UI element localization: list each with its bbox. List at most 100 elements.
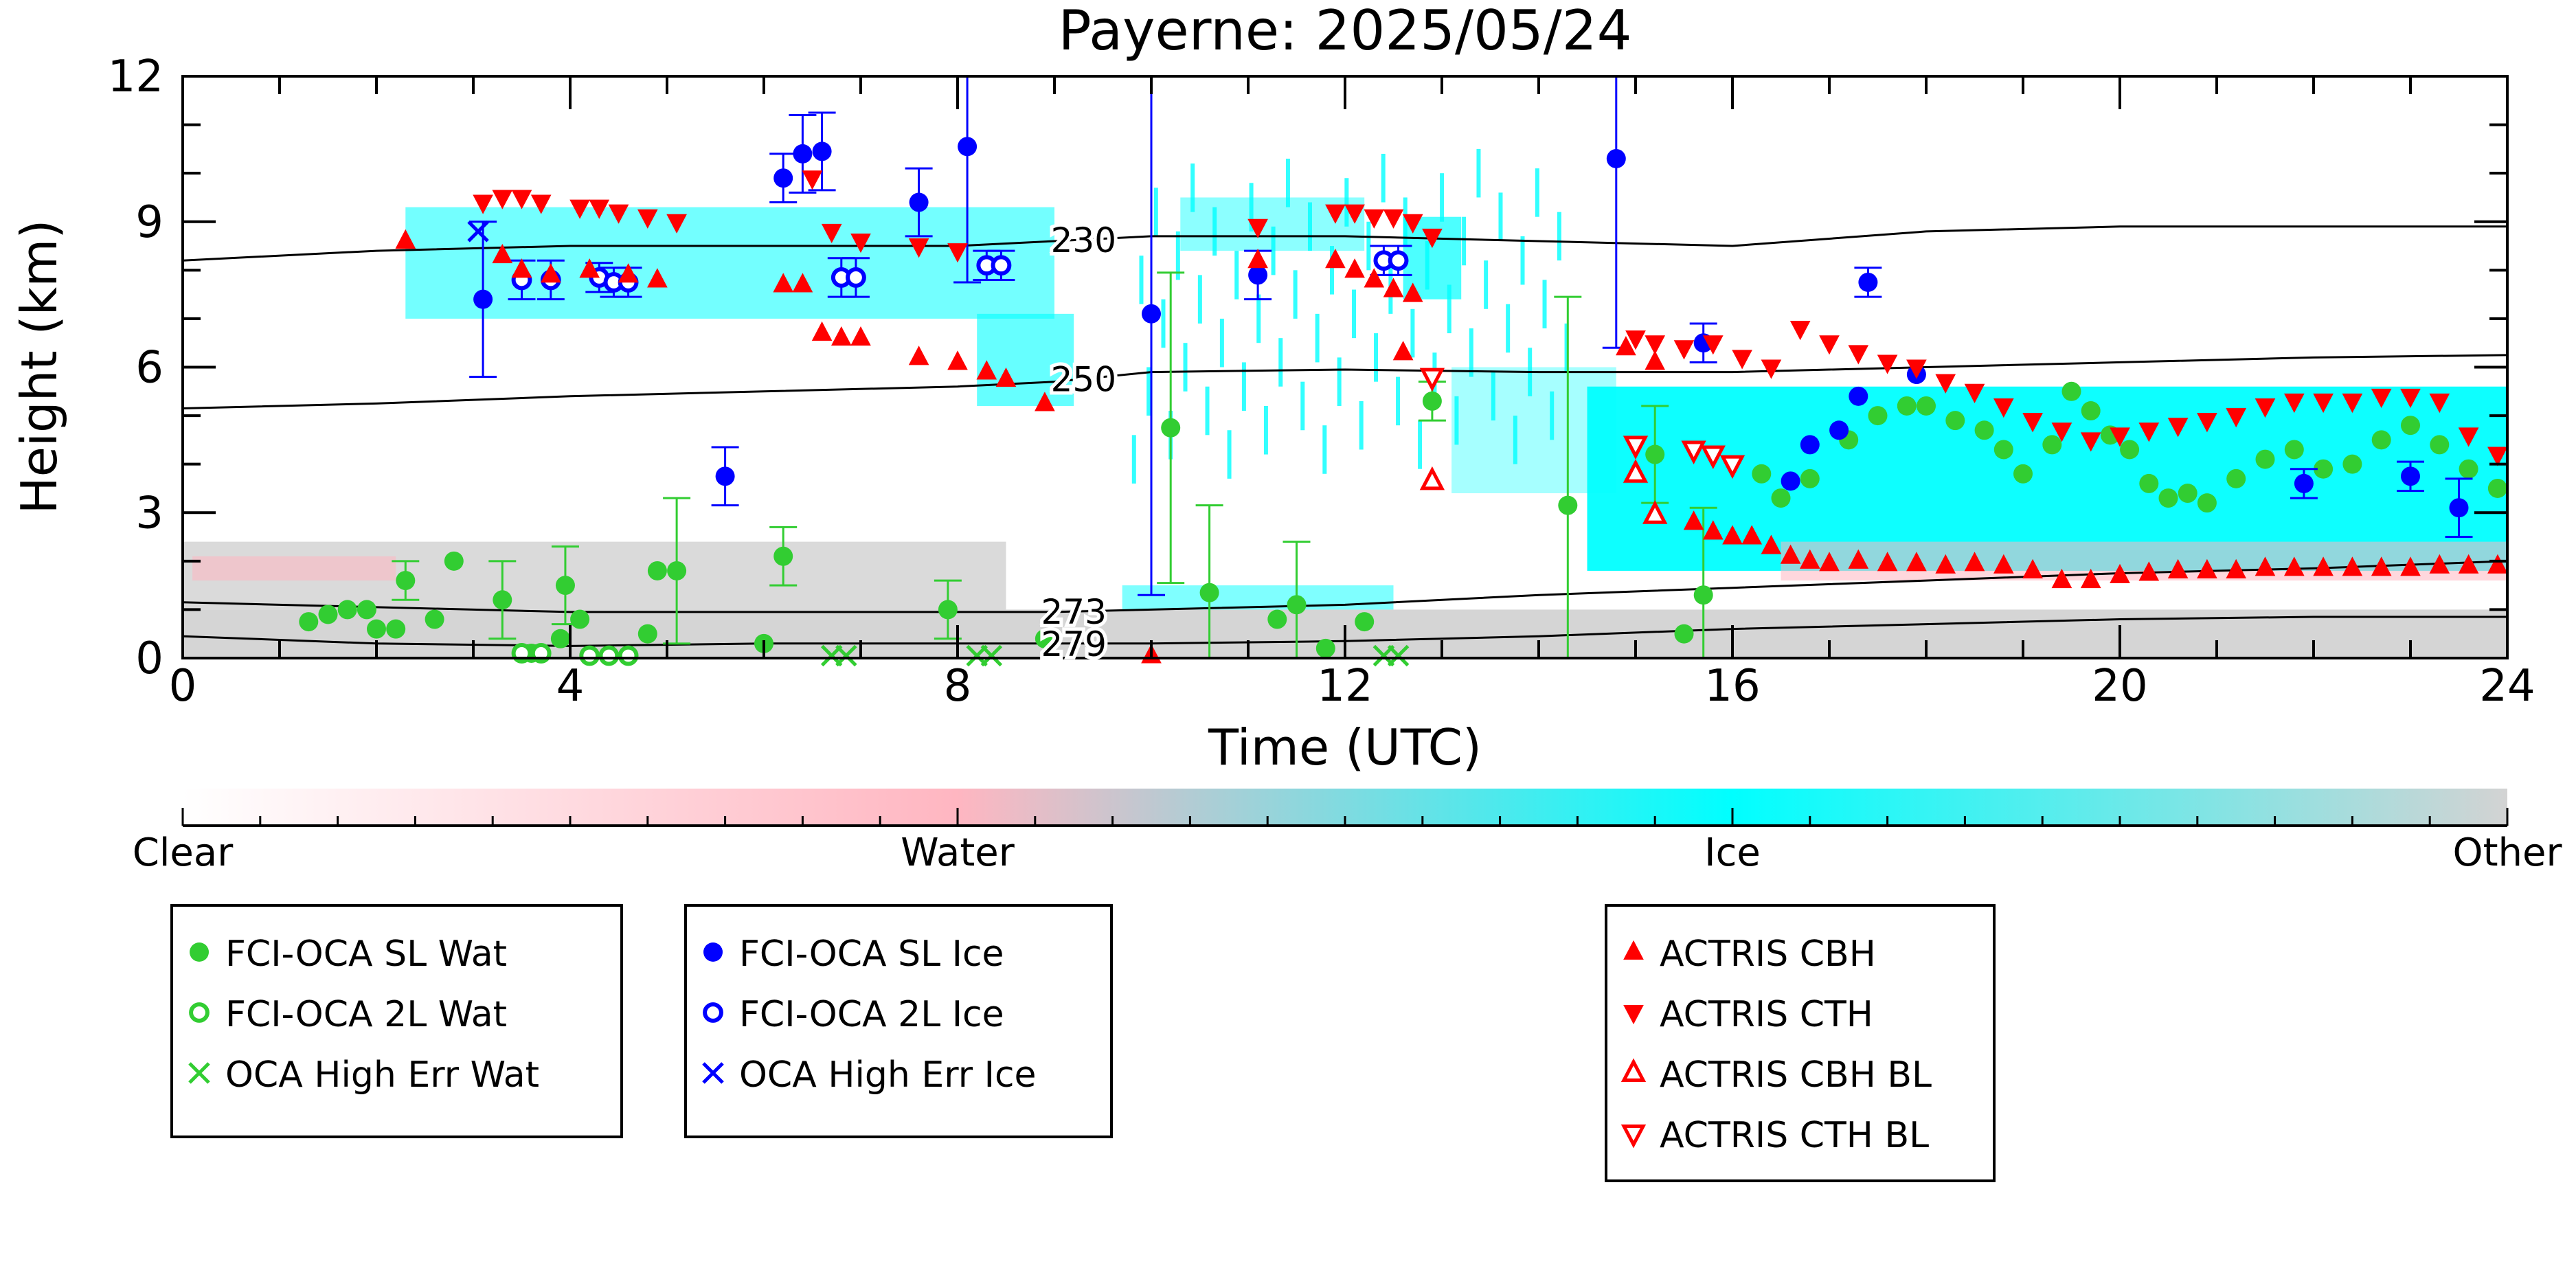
data-point bbox=[1325, 204, 1346, 224]
data-point bbox=[1935, 554, 1956, 574]
data-point bbox=[1819, 552, 1840, 572]
isotherm-label-279: 279 bbox=[1041, 624, 1106, 664]
data-point bbox=[2167, 558, 2189, 578]
data-point bbox=[947, 243, 968, 263]
data-point bbox=[2314, 459, 2334, 479]
series-fci-oca-2l-wat bbox=[511, 643, 639, 666]
cloud-field-streak bbox=[1366, 221, 1371, 271]
data-point bbox=[2283, 556, 2305, 576]
data-point bbox=[2226, 558, 2247, 578]
cloud-field-region bbox=[977, 313, 1074, 406]
data-point bbox=[2487, 554, 2508, 574]
data-point bbox=[958, 137, 978, 157]
data-point bbox=[467, 221, 489, 242]
data-point bbox=[1142, 304, 1161, 324]
y-tick-label: 12 bbox=[108, 52, 163, 102]
data-point bbox=[386, 619, 406, 639]
data-point bbox=[995, 367, 1017, 387]
cloud-field-streak bbox=[1205, 386, 1210, 436]
data-point bbox=[1741, 525, 1763, 545]
data-point bbox=[1761, 359, 1782, 379]
colorbar-label-other: Other bbox=[2452, 831, 2562, 875]
data-point bbox=[1247, 249, 1268, 269]
data-point bbox=[1897, 396, 1917, 416]
cloud-field-streak bbox=[1227, 430, 1232, 479]
data-point bbox=[846, 267, 866, 288]
data-point bbox=[1877, 354, 1898, 374]
y-tick-label: 0 bbox=[135, 633, 163, 684]
data-point bbox=[1315, 638, 1335, 658]
data-point bbox=[850, 326, 871, 346]
data-point bbox=[570, 609, 590, 629]
data-point bbox=[2226, 408, 2247, 428]
data-point bbox=[2138, 561, 2160, 581]
data-point bbox=[637, 624, 657, 644]
cloud-field-streak bbox=[1183, 343, 1188, 392]
data-point bbox=[1419, 368, 1445, 392]
cloud-field-streak bbox=[1161, 299, 1166, 348]
data-point bbox=[2313, 393, 2334, 414]
data-point bbox=[1364, 209, 1385, 229]
colorbar: Clear Water Ice Other bbox=[133, 789, 2562, 875]
data-point bbox=[1858, 272, 1878, 292]
y-tick-label: 3 bbox=[135, 488, 163, 539]
data-point bbox=[2430, 435, 2450, 455]
data-point bbox=[2294, 473, 2314, 493]
data-point bbox=[2487, 478, 2507, 498]
data-point bbox=[598, 645, 620, 666]
data-point bbox=[2081, 401, 2101, 421]
data-point bbox=[812, 142, 832, 161]
data-point bbox=[492, 243, 513, 264]
isotherm-line-250 bbox=[183, 354, 2507, 409]
legend-box-2: FCI-OCA SL Ice FCI-OCA 2L Ice OCA High Err… bbox=[684, 904, 1113, 1138]
cloud-field-streak bbox=[1322, 425, 1327, 474]
data-point bbox=[1780, 544, 1801, 564]
data-point bbox=[1625, 330, 1646, 350]
data-point bbox=[2080, 432, 2101, 452]
cloud-field-streak bbox=[1212, 207, 1217, 256]
data-point bbox=[1642, 500, 1668, 524]
data-point bbox=[2283, 393, 2305, 414]
isotherm-label-273: 273 bbox=[1041, 592, 1106, 632]
cloud-field-streak bbox=[1263, 405, 1268, 455]
data-point bbox=[2400, 556, 2421, 576]
data-point bbox=[850, 233, 871, 253]
data-point bbox=[1035, 629, 1054, 648]
data-point bbox=[2255, 398, 2276, 418]
data-point bbox=[2458, 427, 2479, 447]
data-point bbox=[647, 561, 667, 580]
data-point bbox=[2042, 435, 2062, 455]
data-point bbox=[2080, 568, 2101, 589]
cloud-field-streak bbox=[1476, 148, 1481, 198]
legend-marker-fci-oca-2l-wat bbox=[189, 1002, 210, 1023]
isotherm-line-230 bbox=[183, 225, 2507, 262]
data-point bbox=[991, 255, 1012, 276]
cloud-field-streak bbox=[1491, 372, 1495, 421]
data-point bbox=[2051, 568, 2072, 589]
legends: FCI-OCA SL Wat FCI-OCA 2L Wat OCA High Err… bbox=[170, 904, 1996, 1182]
cloud-field-streak bbox=[1520, 236, 1525, 285]
data-point bbox=[2458, 554, 2479, 574]
data-point bbox=[1935, 374, 1956, 394]
data-point bbox=[637, 209, 658, 229]
legend-marker-oca-high-err-wat bbox=[188, 1062, 210, 1084]
data-point bbox=[976, 360, 997, 380]
cloud-field-streak bbox=[1557, 212, 1561, 261]
cloud-field-streak bbox=[1462, 216, 1467, 266]
cloud-field-streak bbox=[1513, 416, 1517, 464]
data-point bbox=[1722, 525, 1743, 545]
legend-label-fci-oca-2l-wat: FCI-OCA 2L Wat bbox=[225, 994, 507, 1035]
data-point bbox=[666, 214, 687, 234]
data-point bbox=[647, 268, 668, 288]
legend-marker-actris-cbh-bl bbox=[1620, 1058, 1647, 1082]
data-point bbox=[1364, 268, 1385, 288]
data-point bbox=[1388, 250, 1409, 271]
cloud-field-streak bbox=[1374, 333, 1379, 382]
data-point bbox=[1781, 471, 1800, 491]
data-point bbox=[425, 609, 444, 629]
data-point bbox=[579, 258, 600, 278]
legend-marker-oca-high-err-ice bbox=[702, 1062, 724, 1084]
data-point bbox=[811, 321, 833, 341]
cloud-field-streak bbox=[1550, 391, 1555, 440]
data-point bbox=[831, 326, 852, 346]
